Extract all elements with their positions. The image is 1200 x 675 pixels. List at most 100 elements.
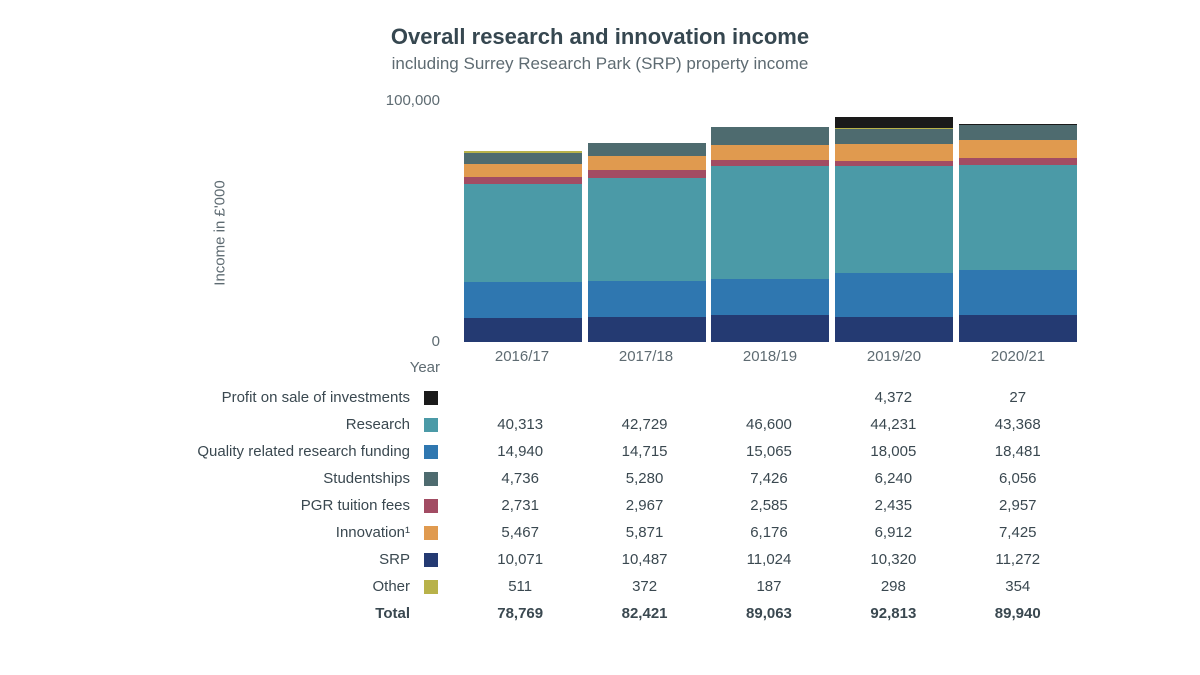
bar-segment-pgr bbox=[959, 158, 1077, 165]
bar-segment-qr bbox=[959, 270, 1077, 315]
x-tick-label: 2016/17 bbox=[463, 348, 581, 378]
table-cell: 4,372 bbox=[834, 389, 952, 406]
chart-area: Income in £'000 100,000 0 2016/172017/18… bbox=[60, 88, 1140, 378]
bar-column bbox=[711, 127, 829, 342]
table-cell: 6,240 bbox=[834, 470, 952, 487]
table-cell: 10,487 bbox=[586, 551, 704, 568]
table-cell: 10,320 bbox=[834, 551, 952, 568]
bar-segment-innovation bbox=[835, 144, 953, 161]
bar-segment-research bbox=[711, 166, 829, 279]
table-row: Research40,31342,72946,60044,23143,368 bbox=[100, 411, 1080, 438]
stacked-bar bbox=[959, 124, 1077, 342]
bar-column bbox=[835, 117, 953, 342]
table-row: SRP10,07110,48711,02410,32011,272 bbox=[100, 546, 1080, 573]
stacked-bar bbox=[711, 127, 829, 342]
table-cell: 89,063 bbox=[710, 605, 828, 622]
table-cell: 2,967 bbox=[586, 497, 704, 514]
table-cell: 6,912 bbox=[834, 524, 952, 541]
bar-segment-qr bbox=[464, 282, 582, 318]
legend-swatch bbox=[424, 445, 438, 459]
stacked-bar bbox=[835, 117, 953, 342]
table-cell: 4,736 bbox=[461, 470, 579, 487]
legend-swatch bbox=[424, 580, 438, 594]
row-label: Innovation¹ bbox=[100, 524, 418, 541]
table-cell: 78,769 bbox=[461, 605, 579, 622]
table-row-total: Total78,76982,42189,06392,81389,940 bbox=[100, 600, 1080, 627]
legend-swatch bbox=[424, 553, 438, 567]
table-cell bbox=[461, 389, 579, 406]
chart-title: Overall research and innovation income bbox=[60, 24, 1140, 50]
row-label-total: Total bbox=[100, 605, 418, 622]
row-cells: 78,76982,42189,06392,81389,940 bbox=[458, 605, 1080, 622]
bar-segment-research bbox=[464, 184, 582, 282]
bar-segment-studentships bbox=[835, 129, 953, 144]
bar-segment-pgr bbox=[588, 170, 706, 177]
table-cell: 42,729 bbox=[586, 416, 704, 433]
table-cell: 372 bbox=[586, 578, 704, 595]
table-row: PGR tuition fees 2,731 2,967 2,585 2,435 2,95… bbox=[100, 492, 1080, 519]
row-label: Other bbox=[100, 578, 418, 595]
bar-segment-srp bbox=[464, 318, 582, 342]
bar-segment-profit bbox=[835, 117, 953, 128]
x-axis: 2016/172017/182018/192019/202020/21 bbox=[460, 348, 1080, 378]
row-cells: 5,4675,8716,1766,9127,425 bbox=[458, 524, 1080, 541]
legend-swatch bbox=[424, 391, 438, 405]
table-cell: 2,585 bbox=[710, 497, 828, 514]
table-cell: 2,957 bbox=[959, 497, 1077, 514]
bar-column bbox=[959, 124, 1077, 342]
table-cell: 46,600 bbox=[710, 416, 828, 433]
legend-swatch bbox=[424, 499, 438, 513]
table-cell: 5,871 bbox=[586, 524, 704, 541]
table-cell: 18,481 bbox=[959, 443, 1077, 460]
table-cell: 10,071 bbox=[461, 551, 579, 568]
table-cell: 82,421 bbox=[586, 605, 704, 622]
legend-swatch-empty bbox=[424, 607, 438, 621]
row-cells: 4,7365,2807,4266,2406,056 bbox=[458, 470, 1080, 487]
table-cell: 15,065 bbox=[710, 443, 828, 460]
table-cell bbox=[586, 389, 704, 406]
row-cells: 40,31342,72946,60044,23143,368 bbox=[458, 416, 1080, 433]
x-tick-label: 2017/18 bbox=[587, 348, 705, 378]
row-label: SRP bbox=[100, 551, 418, 568]
figure: Overall research and innovation income i… bbox=[0, 0, 1200, 675]
row-cells: 511372187298354 bbox=[458, 578, 1080, 595]
bar-segment-innovation bbox=[588, 156, 706, 170]
plot-region bbox=[460, 100, 1080, 342]
bar-segment-srp bbox=[835, 317, 953, 342]
data-table: Profit on sale of investments4,37227 Rese… bbox=[100, 384, 1080, 627]
table-cell bbox=[710, 389, 828, 406]
table-row: Other511372187298354 bbox=[100, 573, 1080, 600]
y-axis-label: Income in £'000 bbox=[212, 180, 229, 285]
bar-segment-srp bbox=[959, 315, 1077, 342]
row-label: Studentships bbox=[100, 470, 418, 487]
table-cell: 44,231 bbox=[834, 416, 952, 433]
x-tick-label: 2019/20 bbox=[835, 348, 953, 378]
bar-segment-qr bbox=[711, 279, 829, 315]
bar-segment-srp bbox=[588, 317, 706, 342]
table-cell: 511 bbox=[461, 578, 579, 595]
stacked-bar bbox=[588, 143, 706, 342]
table-cell: 7,426 bbox=[710, 470, 828, 487]
row-label: PGR tuition fees bbox=[100, 497, 418, 514]
row-label: Research bbox=[100, 416, 418, 433]
y-tick-max: 100,000 bbox=[370, 92, 440, 109]
table-cell: 2,435 bbox=[834, 497, 952, 514]
bar-segment-research bbox=[835, 166, 953, 273]
bar-segment-innovation bbox=[711, 145, 829, 160]
table-cell: 7,425 bbox=[959, 524, 1077, 541]
bar-segment-innovation bbox=[959, 140, 1077, 158]
table-cell: 354 bbox=[959, 578, 1077, 595]
table-cell: 2,731 bbox=[461, 497, 579, 514]
table-row: Quality related research funding14,94014… bbox=[100, 438, 1080, 465]
table-cell: 11,272 bbox=[959, 551, 1077, 568]
bar-column bbox=[588, 143, 706, 342]
bar-segment-qr bbox=[588, 281, 706, 317]
table-row: Innovation¹5,4675,8716,1766,9127,425 bbox=[100, 519, 1080, 546]
table-row: Profit on sale of investments4,37227 bbox=[100, 384, 1080, 411]
legend-swatch bbox=[424, 472, 438, 486]
table-cell: 14,715 bbox=[586, 443, 704, 460]
bar-column bbox=[464, 151, 582, 342]
bar-segment-studentships bbox=[711, 127, 829, 145]
table-cell: 5,280 bbox=[586, 470, 704, 487]
bar-segment-research bbox=[959, 165, 1077, 270]
